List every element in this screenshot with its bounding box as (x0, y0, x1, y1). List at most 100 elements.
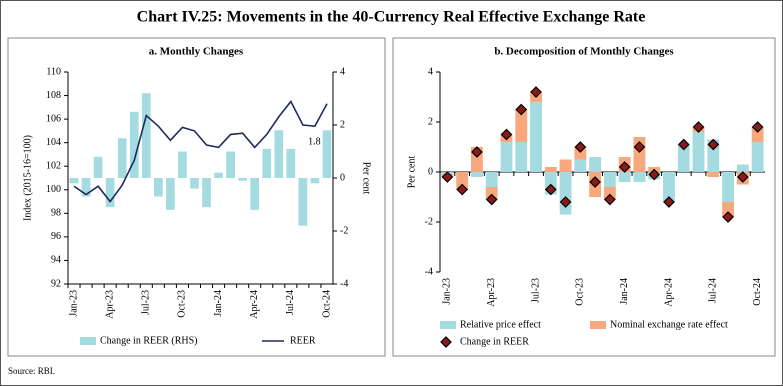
bar (751, 142, 764, 172)
y2-axis-title: Per cent (361, 162, 372, 195)
bar (178, 151, 187, 178)
bar (707, 139, 720, 172)
bar (190, 178, 199, 189)
y-tick-label: 0 (428, 166, 433, 177)
x-tick-label: Apr-23 (104, 290, 115, 319)
bar (310, 178, 320, 184)
diamond-marker (618, 161, 631, 173)
y-tick-label: 110 (46, 66, 61, 77)
bar (633, 172, 646, 182)
x-tick-label: Jan-24 (619, 278, 630, 305)
legend-label: Change in REER (RHS) (100, 335, 198, 346)
bar (722, 202, 734, 217)
diamond-marker (722, 211, 734, 223)
bar (154, 178, 163, 197)
x-tick-label: Oct-24 (321, 290, 332, 318)
y-tick-label: -2 (425, 216, 433, 227)
diamond-marker (604, 193, 616, 206)
y-tick-label: 100 (46, 184, 61, 195)
bar (117, 138, 127, 178)
bar (515, 109, 528, 142)
y2-tick-label: 0 (340, 172, 345, 183)
bar (226, 151, 235, 178)
diamond-marker (530, 86, 542, 98)
legend-swatch (80, 337, 96, 345)
page-title: Chart IV.25: Movements in the 40-Currenc… (137, 9, 646, 26)
y2-tick-label: -2 (340, 225, 348, 236)
bar (93, 156, 103, 178)
bar (166, 178, 175, 210)
y-tick-label: 102 (46, 161, 61, 172)
bar (105, 178, 115, 208)
y2-tick-label: 2 (340, 119, 345, 130)
y-tick-label: 104 (46, 137, 61, 148)
legend-label: Change in REER (460, 336, 529, 347)
bar (471, 147, 483, 172)
y-axis-title: Per cent (406, 156, 417, 189)
x-tick-label: Apr-23 (486, 278, 497, 307)
bar (471, 172, 483, 177)
bar (736, 164, 749, 172)
bar (456, 172, 469, 190)
x-tick-label: Oct-23 (177, 290, 188, 318)
y-tick-label: 108 (46, 90, 61, 101)
diamond-marker (648, 168, 661, 181)
diamond-marker (589, 176, 601, 188)
bar (500, 142, 513, 172)
bar (544, 172, 557, 195)
panel-frame (7, 37, 386, 357)
bar (589, 157, 602, 172)
bar (81, 178, 91, 197)
bar (274, 130, 284, 178)
y-tick-label: 98 (51, 208, 61, 219)
panel-title: b. Decomposition of Monthly Changes (494, 46, 674, 58)
bar (214, 172, 223, 178)
bar (574, 159, 587, 172)
line (73, 99, 328, 203)
bar (722, 172, 734, 202)
bar (618, 172, 631, 182)
y-tick-label: 106 (46, 113, 61, 124)
bar (751, 127, 764, 142)
x-tick-label: Jan-23 (68, 290, 79, 317)
y-axis-title: Index (2015-16=100) (22, 135, 33, 221)
legend-label: Nominal exchange rate effect (610, 319, 728, 330)
x-tick-label: Jul-24 (285, 290, 296, 315)
diamond-marker (500, 128, 513, 141)
diamond-marker (574, 141, 587, 153)
bar (202, 178, 211, 208)
legend-label: Relative price effect (460, 319, 541, 330)
bar (250, 178, 260, 210)
x-tick-label: Jan-24 (213, 290, 224, 317)
diamond-marker (736, 171, 749, 183)
diamond-marker (663, 196, 675, 208)
legend-label: REER (290, 335, 316, 346)
diamond-marker (471, 146, 483, 158)
x-tick-label: Jul-23 (141, 290, 152, 315)
bar (633, 137, 646, 172)
panel-frame (392, 37, 776, 357)
data-label: 1.8 (308, 137, 321, 148)
y-tick-label: 92 (51, 278, 61, 289)
diamond-marker (559, 196, 572, 208)
legend-swatch (440, 336, 452, 348)
y-tick-label: 2 (428, 116, 433, 127)
y2-tick-label: 4 (340, 66, 345, 77)
bar (322, 130, 332, 178)
diamond-marker (677, 138, 690, 151)
diamond-marker (456, 183, 469, 196)
diamond-marker (692, 121, 705, 133)
x-tick-label: Oct-23 (575, 278, 586, 306)
bar (603, 187, 616, 200)
legend-swatch (440, 321, 456, 329)
bar (485, 172, 498, 187)
diamond-marker (751, 121, 764, 133)
y-tick-label: -4 (425, 266, 433, 277)
legend-swatch (590, 321, 606, 329)
bar (559, 159, 572, 172)
bar (677, 144, 690, 172)
bar (129, 111, 139, 178)
bar (262, 148, 272, 178)
bar (69, 178, 79, 184)
